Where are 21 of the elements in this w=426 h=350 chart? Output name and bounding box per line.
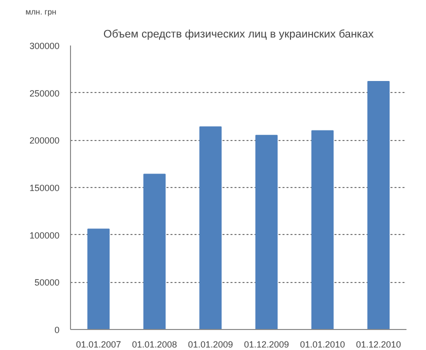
x-tick-label: 01.01.2010 [300, 340, 346, 350]
bar [143, 174, 166, 330]
bar [367, 80, 390, 330]
y-tick-label: 250000 [29, 88, 60, 98]
y-tick-label: 150000 [29, 183, 60, 193]
y-tick-label: 50000 [34, 278, 60, 288]
x-tick-label: 01.01.2008 [132, 340, 178, 350]
x-tick-label: 01.01.2007 [76, 340, 122, 350]
chart-title: Объем средств физических лиц в украинских банках [103, 28, 374, 40]
y-axis-title: млн. грн [26, 8, 56, 16]
x-tick-label: 01.12.2009 [244, 340, 290, 350]
bar [255, 134, 278, 330]
y-tick-label: 100000 [29, 230, 60, 240]
bar [199, 126, 222, 330]
bar [87, 228, 110, 330]
y-tick-label: 200000 [29, 136, 60, 146]
y-tick-label: 0 [54, 325, 60, 335]
bar [311, 130, 334, 330]
x-tick-label: 01.12.2010 [356, 340, 402, 350]
x-tick-label: 01.01.2009 [188, 340, 234, 350]
y-tick-label: 300000 [29, 41, 60, 51]
